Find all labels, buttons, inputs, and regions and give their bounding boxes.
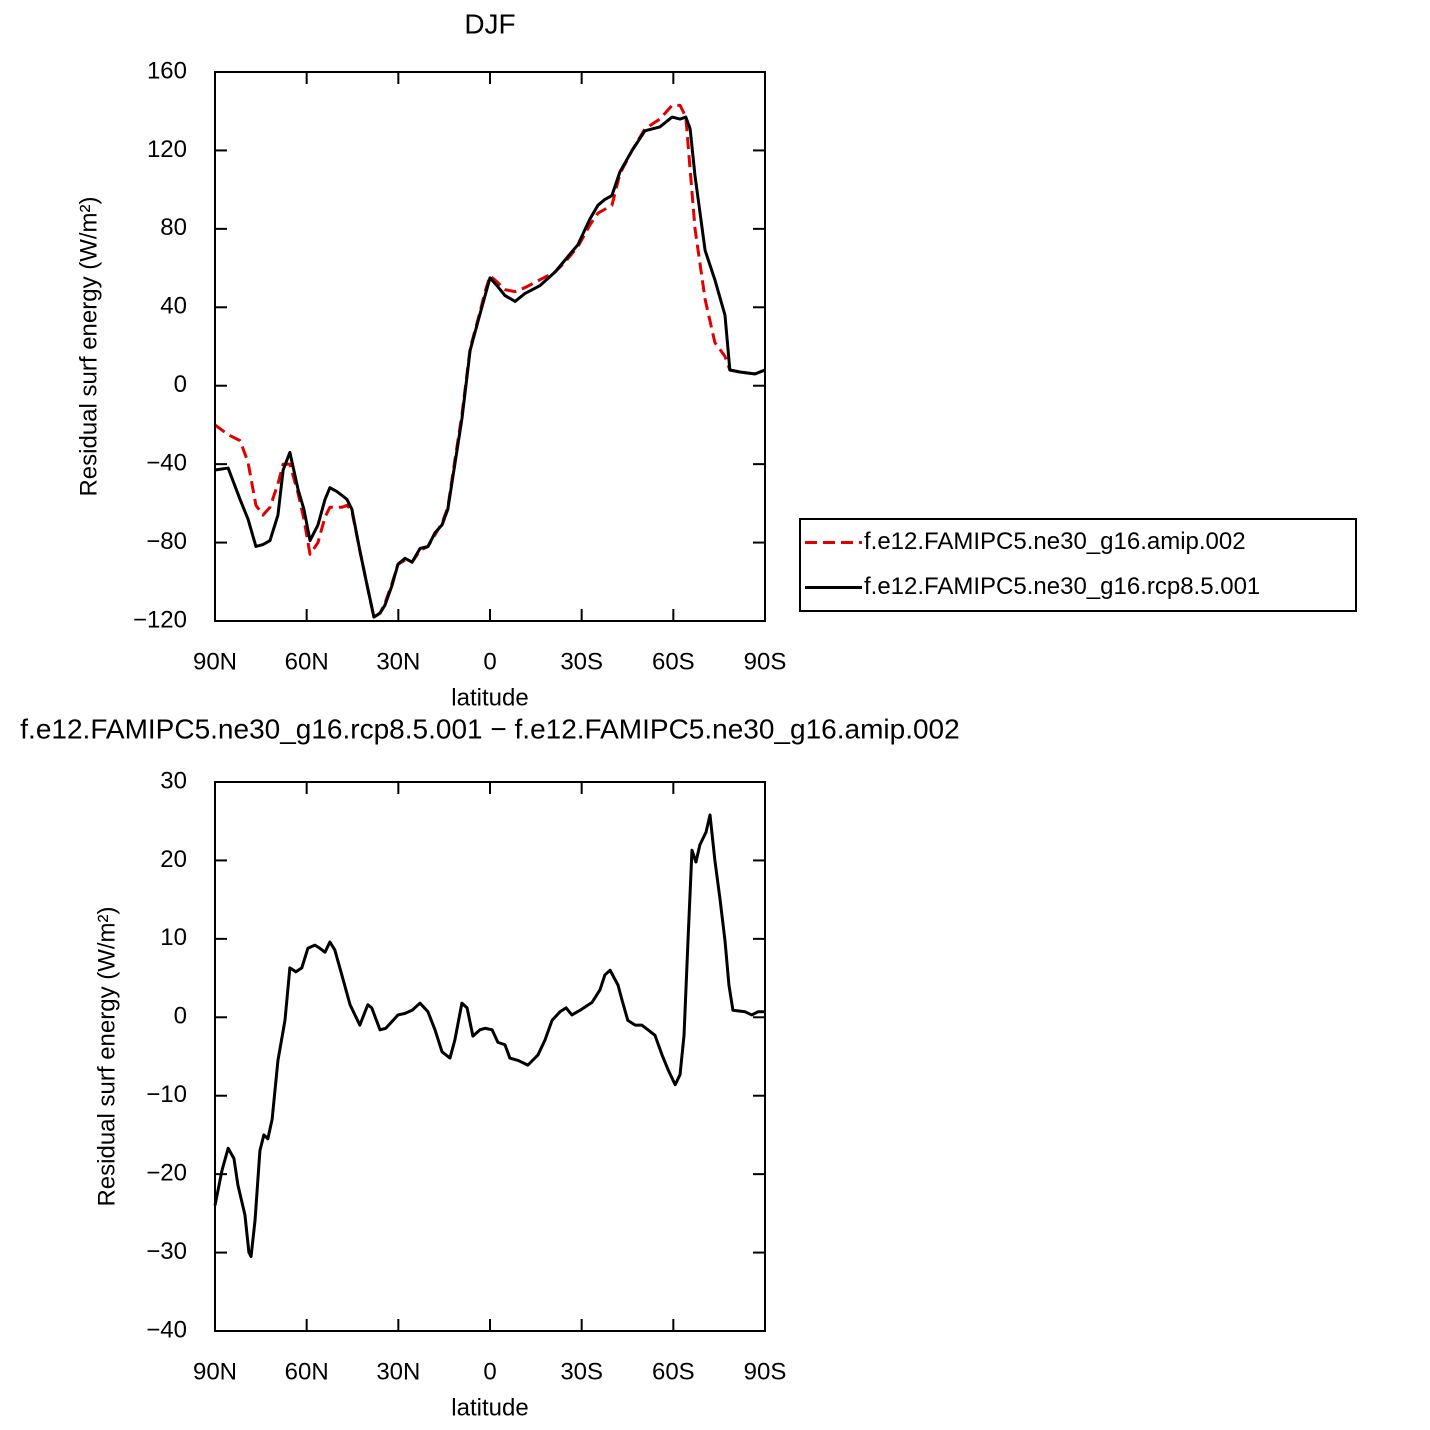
y-tick-label: 0 [174, 371, 187, 398]
legend-label: f.e12.FAMIPC5.ne30_g16.amip.002 [864, 528, 1246, 555]
y-tick-label: 120 [147, 136, 187, 163]
x-axis-label: latitude [451, 1394, 528, 1421]
x-tick-label: 60N [285, 1358, 329, 1385]
data-line [214, 103, 766, 619]
legend-label: f.e12.FAMIPC5.ne30_g16.rcp8.5.001 [864, 573, 1260, 600]
plot-frame [214, 781, 766, 1332]
data-line [213, 813, 765, 1258]
plot-frame [214, 71, 766, 622]
x-tick-label: 90S [744, 1358, 787, 1385]
y-tick-label: 160 [147, 57, 187, 84]
x-axis-label: latitude [451, 684, 528, 711]
y-tick-label: −80 [146, 528, 187, 555]
y-tick-label: 20 [160, 846, 187, 873]
x-tick-label: 60S [652, 1358, 695, 1385]
y-tick-label: 30 [160, 767, 187, 794]
x-tick-label: 30S [560, 1358, 603, 1385]
x-tick-label: 30S [560, 648, 603, 675]
y-tick-label: −20 [146, 1159, 187, 1186]
y-axis-label: Residual surf energy (W/m²) [75, 196, 102, 496]
y-tick-label: −40 [146, 1316, 187, 1343]
y-tick-label: 0 [174, 1003, 187, 1030]
x-tick-label: 90N [193, 1358, 237, 1385]
x-tick-label: 60N [285, 648, 329, 675]
data-line [214, 115, 766, 619]
y-tick-label: 40 [160, 293, 187, 320]
x-tick-label: 30N [376, 1358, 420, 1385]
x-tick-label: 0 [483, 1358, 496, 1385]
y-tick-label: −30 [146, 1238, 187, 1265]
chart-title: DJF [464, 8, 515, 39]
y-tick-label: −120 [133, 606, 187, 633]
x-tick-label: 90N [193, 648, 237, 675]
chart-title: f.e12.FAMIPC5.ne30_g16.rcp8.5.001 − f.e1… [20, 713, 959, 744]
x-tick-label: 90S [744, 648, 787, 675]
x-tick-label: 30N [376, 648, 420, 675]
x-tick-label: 60S [652, 648, 695, 675]
y-tick-label: −10 [146, 1081, 187, 1108]
legend-box [799, 518, 1357, 612]
y-axis-label: Residual surf energy (W/m²) [93, 906, 120, 1206]
x-tick-label: 0 [483, 648, 496, 675]
y-tick-label: 80 [160, 214, 187, 241]
y-tick-label: 10 [160, 924, 187, 951]
y-tick-label: −40 [146, 449, 187, 476]
